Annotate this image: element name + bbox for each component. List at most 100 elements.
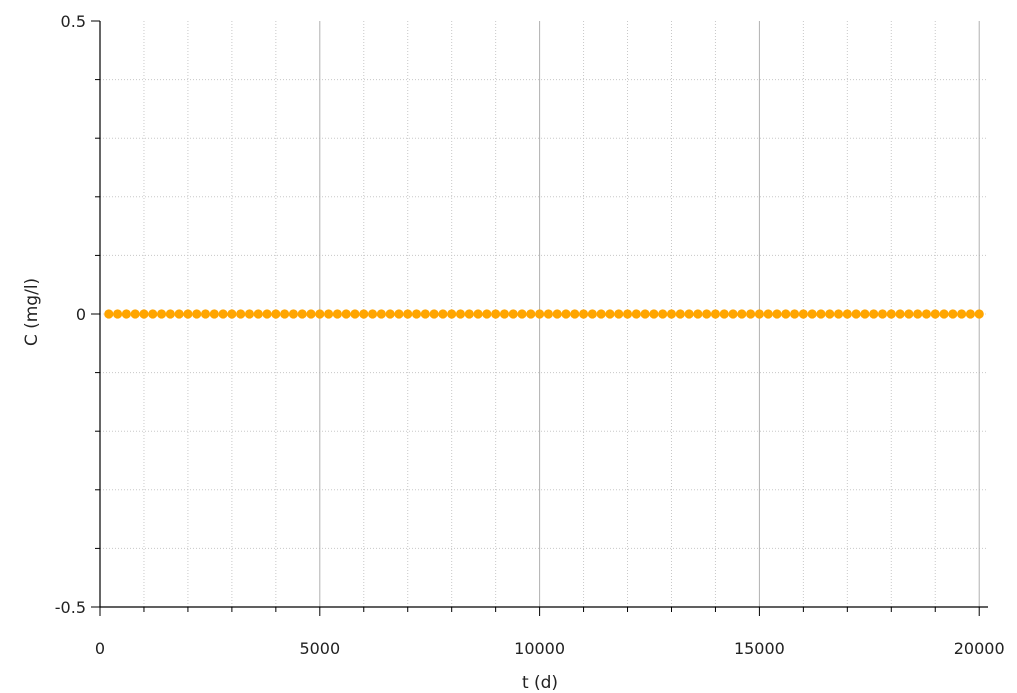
- data-point: [578, 309, 589, 319]
- data-point: [271, 309, 281, 319]
- data-point: [262, 309, 272, 319]
- data-point: [957, 309, 967, 319]
- data-point: [746, 309, 756, 319]
- data-point: [112, 309, 123, 319]
- data-point: [253, 309, 263, 319]
- data-point: [517, 309, 527, 319]
- y-axis-title: C (mg/l): [22, 278, 42, 346]
- data-point: [605, 309, 615, 319]
- data-point: [367, 309, 378, 319]
- data-point: [869, 309, 879, 319]
- data-point: [183, 309, 193, 319]
- data-point: [376, 309, 386, 319]
- data-point: [323, 309, 334, 319]
- data-point: [570, 309, 580, 319]
- data-point: [561, 309, 571, 319]
- data-point: [948, 309, 958, 319]
- data-point: [789, 309, 800, 319]
- data-point: [411, 309, 422, 319]
- data-point: [455, 309, 466, 319]
- data-point: [666, 309, 677, 319]
- x-tick-label: 10000: [514, 639, 565, 658]
- data-point: [280, 309, 290, 319]
- data-point: [798, 309, 808, 319]
- data-point: [447, 309, 457, 319]
- data-point: [236, 309, 246, 319]
- data-point: [464, 309, 474, 319]
- data-point: [227, 309, 237, 319]
- data-point: [359, 309, 369, 319]
- data-point: [341, 309, 351, 319]
- data-point: [781, 309, 791, 319]
- data-point: [508, 309, 518, 319]
- data-point: [702, 309, 712, 319]
- data-point: [104, 309, 114, 319]
- data-point: [473, 309, 483, 319]
- data-point: [728, 309, 738, 319]
- data-point: [649, 309, 659, 319]
- data-point: [420, 309, 430, 319]
- data-point: [587, 309, 597, 319]
- data-point: [904, 309, 914, 319]
- data-point: [499, 309, 510, 319]
- data-point: [244, 309, 255, 319]
- data-point: [130, 309, 140, 319]
- data-point: [965, 309, 976, 319]
- data-point: [833, 309, 844, 319]
- data-point: [121, 309, 131, 319]
- data-point: [385, 309, 395, 319]
- data-point: [974, 309, 984, 319]
- data-point: [921, 309, 932, 319]
- data-point: [200, 309, 211, 319]
- data-point: [596, 309, 606, 319]
- data-point: [148, 309, 158, 319]
- data-point: [394, 309, 404, 319]
- data-point: [165, 309, 175, 319]
- data-point: [403, 309, 413, 319]
- data-point: [860, 309, 870, 319]
- data-point: [139, 309, 149, 319]
- data-point: [491, 309, 501, 319]
- data-point: [693, 309, 703, 319]
- data-point: [552, 309, 562, 319]
- data-point: [535, 309, 545, 319]
- y-tick-label: -0.5: [55, 598, 86, 617]
- data-point: [939, 309, 949, 319]
- data-point: [763, 309, 773, 319]
- data-point: [209, 309, 219, 319]
- data-point: [675, 309, 685, 319]
- data-point: [913, 309, 923, 319]
- data-point: [851, 309, 861, 319]
- axes: [91, 20, 988, 616]
- y-tick-label: 0.5: [61, 12, 86, 31]
- data-point: [306, 309, 316, 319]
- data-point: [807, 309, 817, 319]
- data-point: [192, 309, 202, 319]
- data-point: [772, 309, 782, 319]
- data-point: [332, 309, 342, 319]
- data-point: [297, 309, 307, 319]
- data-point: [218, 309, 228, 319]
- data-point: [719, 309, 729, 319]
- x-tick-label: 15000: [734, 639, 785, 658]
- data-point: [156, 309, 167, 319]
- data-point: [658, 309, 668, 319]
- data-point: [877, 309, 888, 319]
- data-point: [930, 309, 940, 319]
- data-point: [315, 309, 325, 319]
- x-tick-label: 20000: [954, 639, 1005, 658]
- data-series: [104, 309, 984, 319]
- data-point: [754, 309, 765, 319]
- data-point: [429, 309, 439, 319]
- data-point: [684, 309, 694, 319]
- data-point: [640, 309, 650, 319]
- data-point: [631, 309, 641, 319]
- data-point: [842, 309, 852, 319]
- data-point: [350, 309, 360, 319]
- data-point: [614, 309, 624, 319]
- x-tick-label: 5000: [299, 639, 340, 658]
- data-point: [895, 309, 905, 319]
- data-point: [482, 309, 492, 319]
- y-tick-label: 0: [76, 305, 86, 324]
